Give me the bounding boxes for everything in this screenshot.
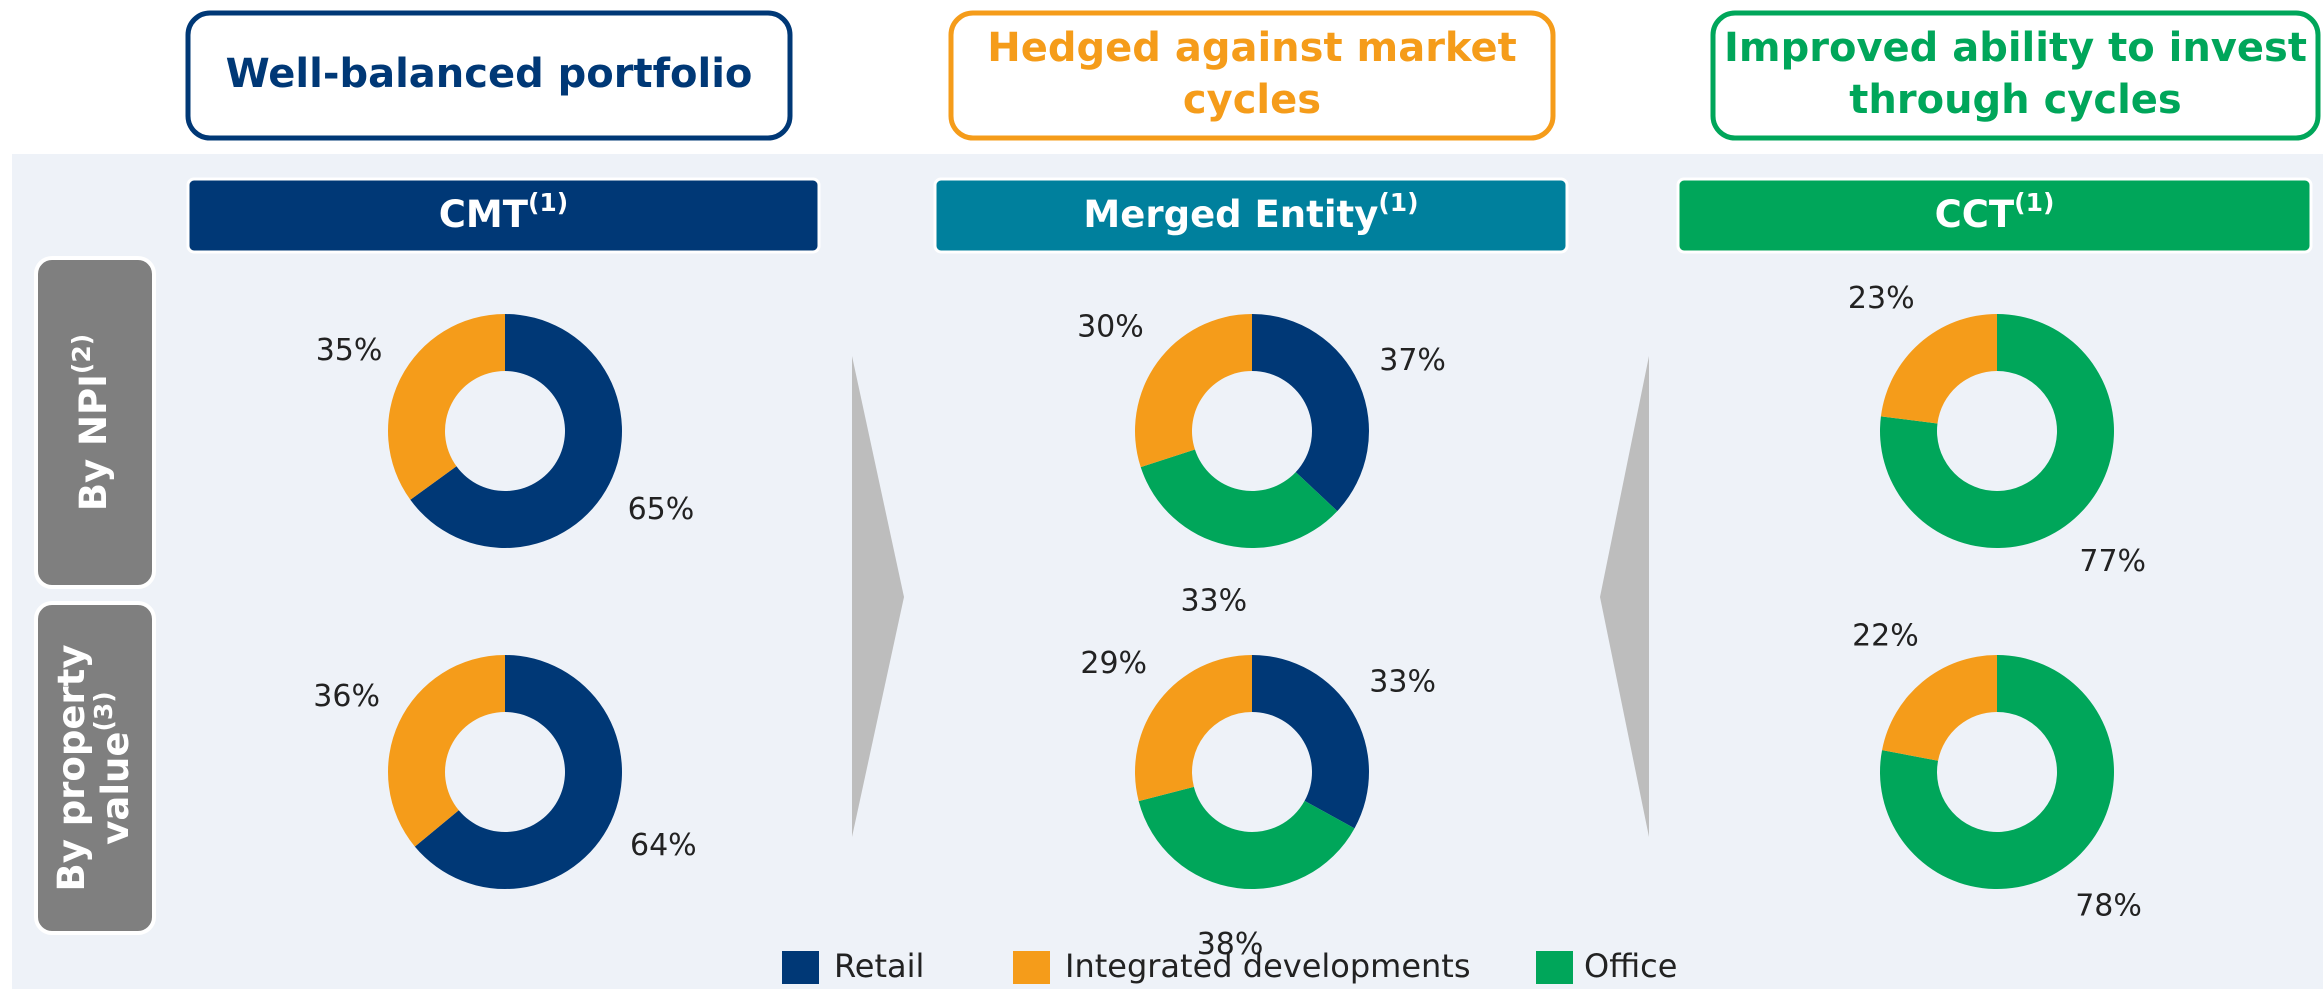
column-header-text: Merged Entity(1) [1083, 188, 1418, 236]
header-box [185, 10, 793, 141]
row-label-box [34, 256, 156, 589]
donut-slice [1140, 449, 1338, 548]
header-box [948, 10, 1556, 141]
value-label: 37% [1379, 343, 1446, 378]
donut-slice [388, 655, 505, 847]
donut-slice [1880, 655, 2114, 890]
value-label: 29% [1080, 646, 1147, 681]
donut-slice [1882, 655, 1997, 761]
donut-slice [410, 314, 622, 548]
column-note: (1) [2014, 188, 2054, 217]
value-label: 65% [628, 492, 695, 527]
value-label: 22% [1852, 619, 1919, 654]
column-name: CCT [1935, 193, 2015, 236]
column-name: CMT [439, 193, 529, 236]
arrow-right [852, 356, 904, 837]
donut-slice [1879, 314, 2114, 549]
legend-swatch [1536, 951, 1573, 984]
legend-swatch [782, 951, 819, 984]
column-header-text: CCT(1) [1935, 188, 2055, 236]
row-label-note: (3) [89, 691, 118, 731]
donut-slice [1138, 786, 1355, 889]
legend-label: Office [1584, 947, 1677, 985]
legend-label: Integrated developments [1065, 947, 1471, 985]
header-text: cycles [1183, 77, 1321, 123]
donut-slice [414, 655, 622, 889]
header-text: through cycles [1849, 77, 2181, 123]
value-label: 33% [1369, 664, 1436, 699]
row-label: By property [50, 645, 93, 892]
row-label-text: By property [50, 645, 93, 892]
column-header [1676, 177, 2313, 254]
donut-slice [1135, 314, 1252, 468]
row-label-note: (2) [67, 334, 96, 374]
donut-slice [1252, 314, 1370, 512]
header-text: Hedged against market [987, 25, 1516, 71]
donut-slice [1880, 314, 1997, 424]
row-label-box [34, 601, 156, 935]
value-label: 38% [1197, 927, 1264, 962]
value-label: 30% [1077, 310, 1144, 345]
column-header [186, 177, 821, 254]
donut-slice [388, 314, 505, 500]
header-box [1710, 10, 2321, 141]
arrow-left [1600, 356, 1649, 837]
value-label: 35% [316, 333, 383, 368]
value-label: 23% [1848, 281, 1915, 316]
column-note: (1) [528, 188, 568, 217]
row-label-text: By NPI [72, 374, 115, 511]
column-name: Merged Entity [1083, 193, 1378, 236]
legend-label: Retail [834, 947, 924, 985]
row-label: value(3) [89, 691, 137, 844]
row-label-text: value [94, 732, 137, 845]
value-label: 64% [630, 828, 697, 863]
row-label: By NPI(2) [67, 334, 115, 511]
donut-slice [1135, 655, 1252, 802]
donut-slice [1252, 655, 1369, 829]
column-header-text: CMT(1) [439, 188, 568, 236]
value-label: 77% [2079, 544, 2146, 579]
column-note: (1) [1378, 188, 1418, 217]
header-text: Well-balanced portfolio [226, 51, 753, 97]
value-label: 36% [313, 679, 380, 714]
value-label: 33% [1180, 583, 1247, 618]
legend-swatch [1013, 951, 1050, 984]
value-label: 78% [2075, 888, 2142, 923]
column-header [933, 177, 1569, 254]
header-text: Improved ability to invest [1724, 25, 2307, 71]
